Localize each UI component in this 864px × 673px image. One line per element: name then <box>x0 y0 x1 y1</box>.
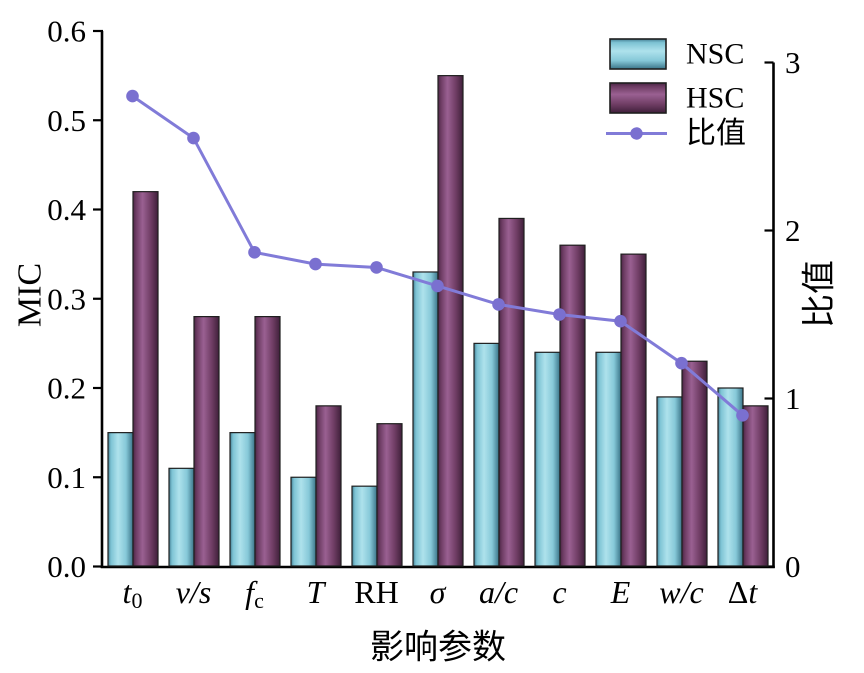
x-tick-label-segment: v/s <box>176 574 212 610</box>
x-tick-label-9: w/c <box>659 574 703 610</box>
x-tick-label-3: T <box>307 574 327 610</box>
x-tick-label-segment: E <box>610 574 631 610</box>
x-tick-label-8: E <box>610 574 631 610</box>
bar-nsc-4 <box>351 485 378 567</box>
ratio-point-5 <box>431 279 444 293</box>
ratio-point-0 <box>126 89 139 103</box>
bar-nsc-8 <box>595 351 622 567</box>
bar-hsc-0 <box>132 191 159 567</box>
x-tick-label-segment: c <box>552 574 566 610</box>
ratio-point-2 <box>248 246 261 259</box>
x-tick-label-segment: Δ <box>728 574 749 610</box>
ratio-point-1 <box>187 131 200 145</box>
bar-nsc-3 <box>290 476 317 567</box>
bar-nsc-0 <box>107 432 134 567</box>
bars-layer <box>107 75 769 567</box>
legend-label-ratio: 比值 <box>686 117 746 150</box>
bar-hsc-4 <box>376 423 403 567</box>
x-tick-label-2: fc <box>245 574 264 613</box>
x-tick-label-0: t0 <box>123 574 143 613</box>
x-tick-label-segment: t <box>123 574 133 610</box>
bar-nsc-9 <box>656 396 683 567</box>
x-tick-label-7: c <box>552 574 566 610</box>
x-tick-label-segment: σ <box>430 574 447 610</box>
x-tick-label-segment: c <box>254 588 264 613</box>
bar-nsc-7 <box>534 351 561 567</box>
left-axis-title: MIC <box>12 263 49 327</box>
bar-hsc-10 <box>742 405 769 567</box>
legend-swatch-nsc <box>609 38 667 70</box>
bar-nsc-2 <box>229 432 256 567</box>
left-axis-tick-label: 0.4 <box>47 192 86 227</box>
x-axis-title: 影响参数 <box>370 629 506 667</box>
ratio-point-10 <box>736 409 749 422</box>
right-axis-tick-label: 3 <box>785 45 801 80</box>
x-tick-label-6: a/c <box>479 574 518 610</box>
x-tick-label-segment: T <box>307 574 327 610</box>
ratio-point-4 <box>370 261 383 274</box>
bar-hsc-8 <box>620 253 647 567</box>
bar-hsc-2 <box>254 316 281 567</box>
legend-marker-icon <box>630 127 643 140</box>
legend-label-hsc: HSC <box>686 82 744 115</box>
ratio-point-6 <box>492 298 505 311</box>
x-tick-label-4: RH <box>354 574 398 610</box>
legend-swatch-hsc <box>609 82 667 114</box>
ratio-point-8 <box>614 314 627 328</box>
bar-hsc-1 <box>193 316 220 567</box>
bar-nsc-5 <box>412 271 439 567</box>
right-axis-tick-label: 2 <box>785 213 801 248</box>
left-axis-tick-label: 0.5 <box>47 103 86 138</box>
bar-hsc-6 <box>498 217 525 567</box>
left-axis-tick-label: 0.3 <box>47 281 86 316</box>
bar-hsc-3 <box>315 405 342 567</box>
x-tick-label-5: σ <box>430 574 447 610</box>
right-axis-tick-label: 0 <box>785 549 801 584</box>
x-tick-label-segment: 0 <box>131 588 142 613</box>
x-tick-label-segment: w/c <box>659 574 703 610</box>
left-axis-tick-label: 0.2 <box>47 371 86 406</box>
ratio-point-9 <box>675 356 688 370</box>
x-tick-label-1: v/s <box>176 574 212 610</box>
right-axis-title: 比值 <box>801 260 839 328</box>
bar-hsc-7 <box>559 244 586 567</box>
left-axis-tick-label: 0.0 <box>47 549 86 584</box>
x-tick-label-10: Δt <box>728 574 759 610</box>
ratio-point-3 <box>309 257 322 271</box>
bar-nsc-6 <box>473 342 500 567</box>
ratio-point-7 <box>553 308 566 321</box>
x-tick-label-segment: RH <box>354 574 398 610</box>
x-tick-label-segment: t <box>748 574 758 610</box>
bar-hsc-5 <box>437 75 464 567</box>
left-axis-tick-label: 0.1 <box>47 460 86 495</box>
legend-label-nsc: NSC <box>686 38 744 71</box>
ratio-line-layer <box>126 89 749 422</box>
left-axis-tick-label: 0.6 <box>47 14 86 49</box>
axes-layer: 0.0 0.1 0.2 0.3 0.4 0.5 0.6 0 1 2 3 <box>47 14 800 585</box>
x-tick-label-segment: a/c <box>479 574 518 610</box>
bar-nsc-1 <box>168 467 195 567</box>
right-axis-tick-label: 1 <box>785 381 801 416</box>
bar-hsc-9 <box>681 360 708 567</box>
